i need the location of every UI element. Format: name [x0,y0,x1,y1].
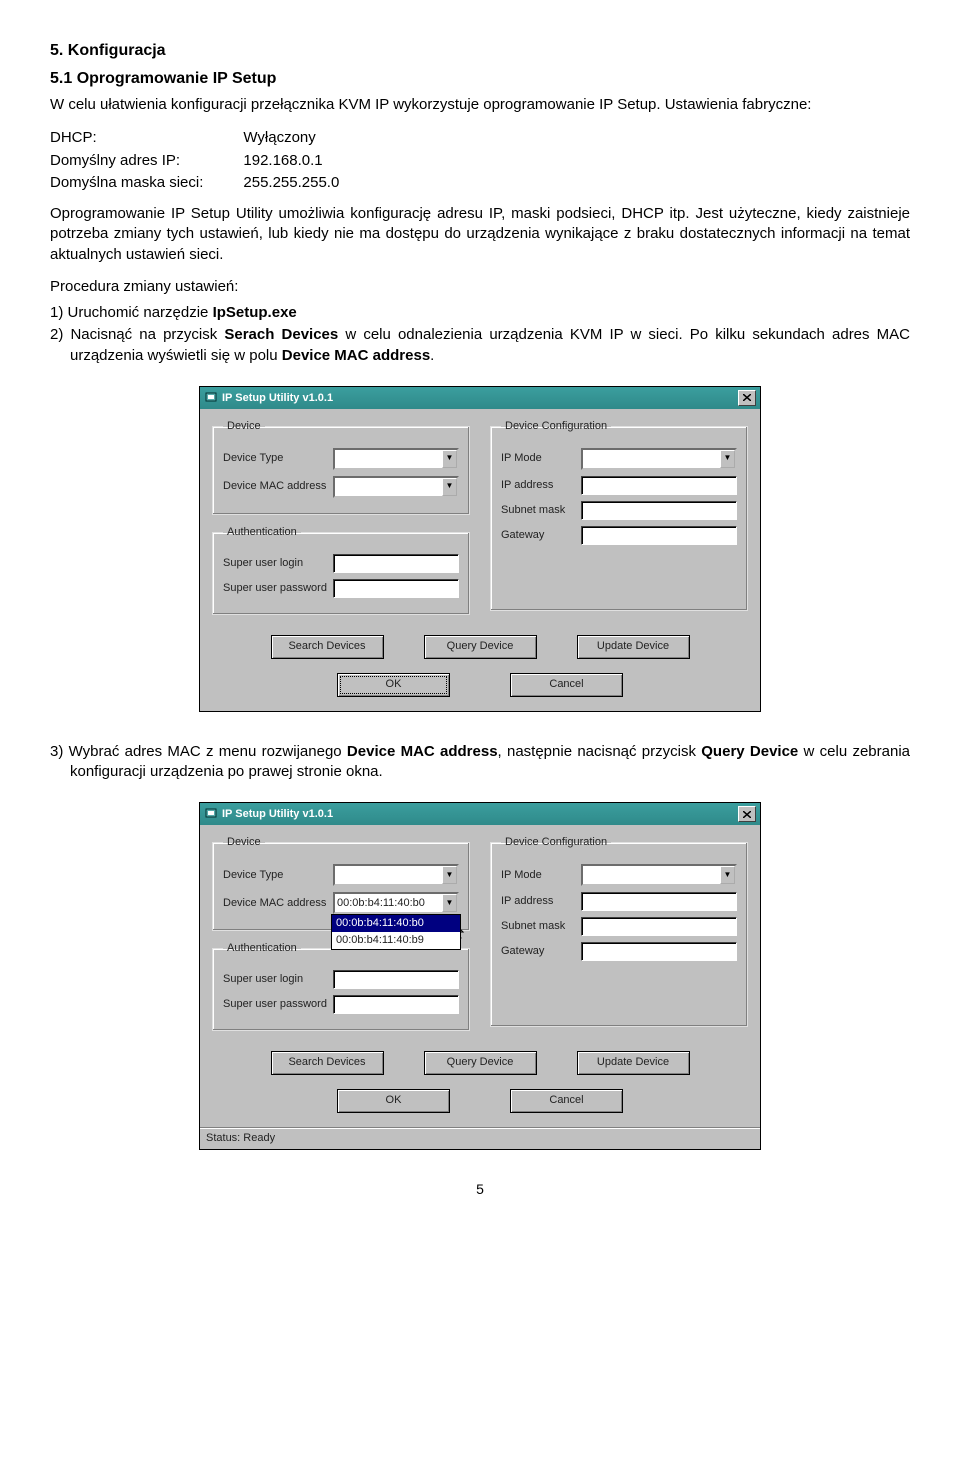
step-3: 3) Wybrać adres MAC z menu rozwijanego D… [50,742,910,783]
step-2: 2) Nacisnąć na przycisk Serach Devices w… [50,325,910,366]
mac-option-2[interactable]: 00:0b:b4:11:40:b9 [332,932,460,949]
update-device-button[interactable]: Update Device [577,635,690,659]
query-device-button[interactable]: Query Device [424,635,537,659]
titlebar: IP Setup Utility v1.0.1 [200,803,760,825]
update-device-button[interactable]: Update Device [577,1051,690,1075]
auth-group: Authentication Super user login Super us… [212,525,470,615]
default-key: DHCP: [50,127,243,149]
chevron-down-icon: ▼ [720,450,735,468]
procedure-head: Procedura zmiany ustawień: [50,277,910,297]
label-subnet: Subnet mask [501,503,581,518]
paragraph: Oprogramowanie IP Setup Utility umożliwi… [50,204,910,265]
label-password: Super user password [223,581,333,596]
legend: Authentication [223,525,301,540]
label-subnet: Subnet mask [501,919,581,934]
cancel-button[interactable]: Cancel [510,673,623,697]
ip-setup-dialog-2: IP Setup Utility v1.0.1 Device Device Ty… [199,802,761,1150]
window-title: IP Setup Utility v1.0.1 [222,391,738,406]
query-device-button[interactable]: Query Device [424,1051,537,1075]
legend: Authentication [223,941,301,956]
ipaddr-input[interactable] [581,476,737,495]
search-devices-button[interactable]: Search Devices [271,1051,384,1075]
mac-select[interactable]: 00:0b:b4:11:40:b0 ▼ [333,892,459,914]
subnet-input[interactable] [581,917,737,936]
subnet-input[interactable] [581,501,737,520]
app-icon [204,807,218,821]
ipaddr-input[interactable] [581,892,737,911]
chevron-down-icon: ▼ [442,478,457,496]
ip-setup-dialog-1: IP Setup Utility v1.0.1 Device Device Ty… [199,386,761,712]
legend: Device Configuration [501,419,611,434]
label-gateway: Gateway [501,944,581,959]
window-title: IP Setup Utility v1.0.1 [222,807,738,822]
default-key: Domyślna maska sieci: [50,172,243,194]
mac-select-value: 00:0b:b4:11:40:b0 [337,896,425,911]
chevron-down-icon: ▼ [442,450,457,468]
gateway-input[interactable] [581,526,737,545]
label-gateway: Gateway [501,528,581,543]
step-1: 1) Uruchomić narzędzie IpSetup.exe [50,303,910,323]
chevron-down-icon: ▼ [442,894,457,912]
label-mac: Device MAC address [223,479,333,494]
ok-button[interactable]: OK [337,673,450,697]
ipmode-select[interactable]: ▼ [581,864,737,886]
legend: Device [223,835,265,850]
label-ipaddr: IP address [501,894,581,909]
chevron-down-icon: ▼ [442,866,457,884]
auth-group: Authentication Super user login Super us… [212,941,470,1031]
app-icon [204,391,218,405]
config-group: Device Configuration IP Mode ▼ IP addres… [490,835,748,1027]
label-mac: Device MAC address [223,896,333,911]
label-ipaddr: IP address [501,478,581,493]
search-devices-button[interactable]: Search Devices [271,635,384,659]
device-type-select[interactable]: ▼ [333,448,459,470]
status-bar: Status: Ready [200,1127,760,1149]
close-button[interactable] [738,390,756,406]
chevron-down-icon: ▼ [720,866,735,884]
close-button[interactable] [738,806,756,822]
password-input[interactable] [333,995,459,1014]
label-device-type: Device Type [223,868,333,883]
heading-subsection: 5.1 Oprogramowanie IP Setup [50,68,910,90]
gateway-input[interactable] [581,942,737,961]
page-number: 5 [50,1180,910,1199]
device-type-select[interactable]: ▼ [333,864,459,886]
label-ipmode: IP Mode [501,868,581,883]
label-device-type: Device Type [223,451,333,466]
default-value: 192.168.0.1 [243,150,379,172]
defaults-table: DHCP:Wyłączony Domyślny adres IP:192.168… [50,127,379,194]
mac-dropdown[interactable]: 00:0b:b4:11:40:b0 00:0b:b4:11:40:b9 [331,914,461,950]
label-login: Super user login [223,972,333,987]
ok-button[interactable]: OK [337,1089,450,1113]
ipmode-select[interactable]: ▼ [581,448,737,470]
legend: Device [223,419,265,434]
intro-paragraph: W celu ułatwienia konfiguracji przełączn… [50,95,910,115]
default-key: Domyślny adres IP: [50,150,243,172]
heading-section: 5. Konfiguracja [50,40,910,62]
device-group: Device Device Type ▼ Device MAC address … [212,835,470,931]
device-group: Device Device Type ▼ Device MAC address … [212,419,470,515]
config-group: Device Configuration IP Mode ▼ IP addres… [490,419,748,611]
login-input[interactable] [333,554,459,573]
default-value: 255.255.255.0 [243,172,379,194]
label-password: Super user password [223,997,333,1012]
password-input[interactable] [333,579,459,598]
label-login: Super user login [223,556,333,571]
titlebar: IP Setup Utility v1.0.1 [200,387,760,409]
mac-select[interactable]: ▼ [333,476,459,498]
cancel-button[interactable]: Cancel [510,1089,623,1113]
label-ipmode: IP Mode [501,451,581,466]
default-value: Wyłączony [243,127,379,149]
legend: Device Configuration [501,835,611,850]
mac-option-1[interactable]: 00:0b:b4:11:40:b0 [332,915,460,932]
login-input[interactable] [333,970,459,989]
